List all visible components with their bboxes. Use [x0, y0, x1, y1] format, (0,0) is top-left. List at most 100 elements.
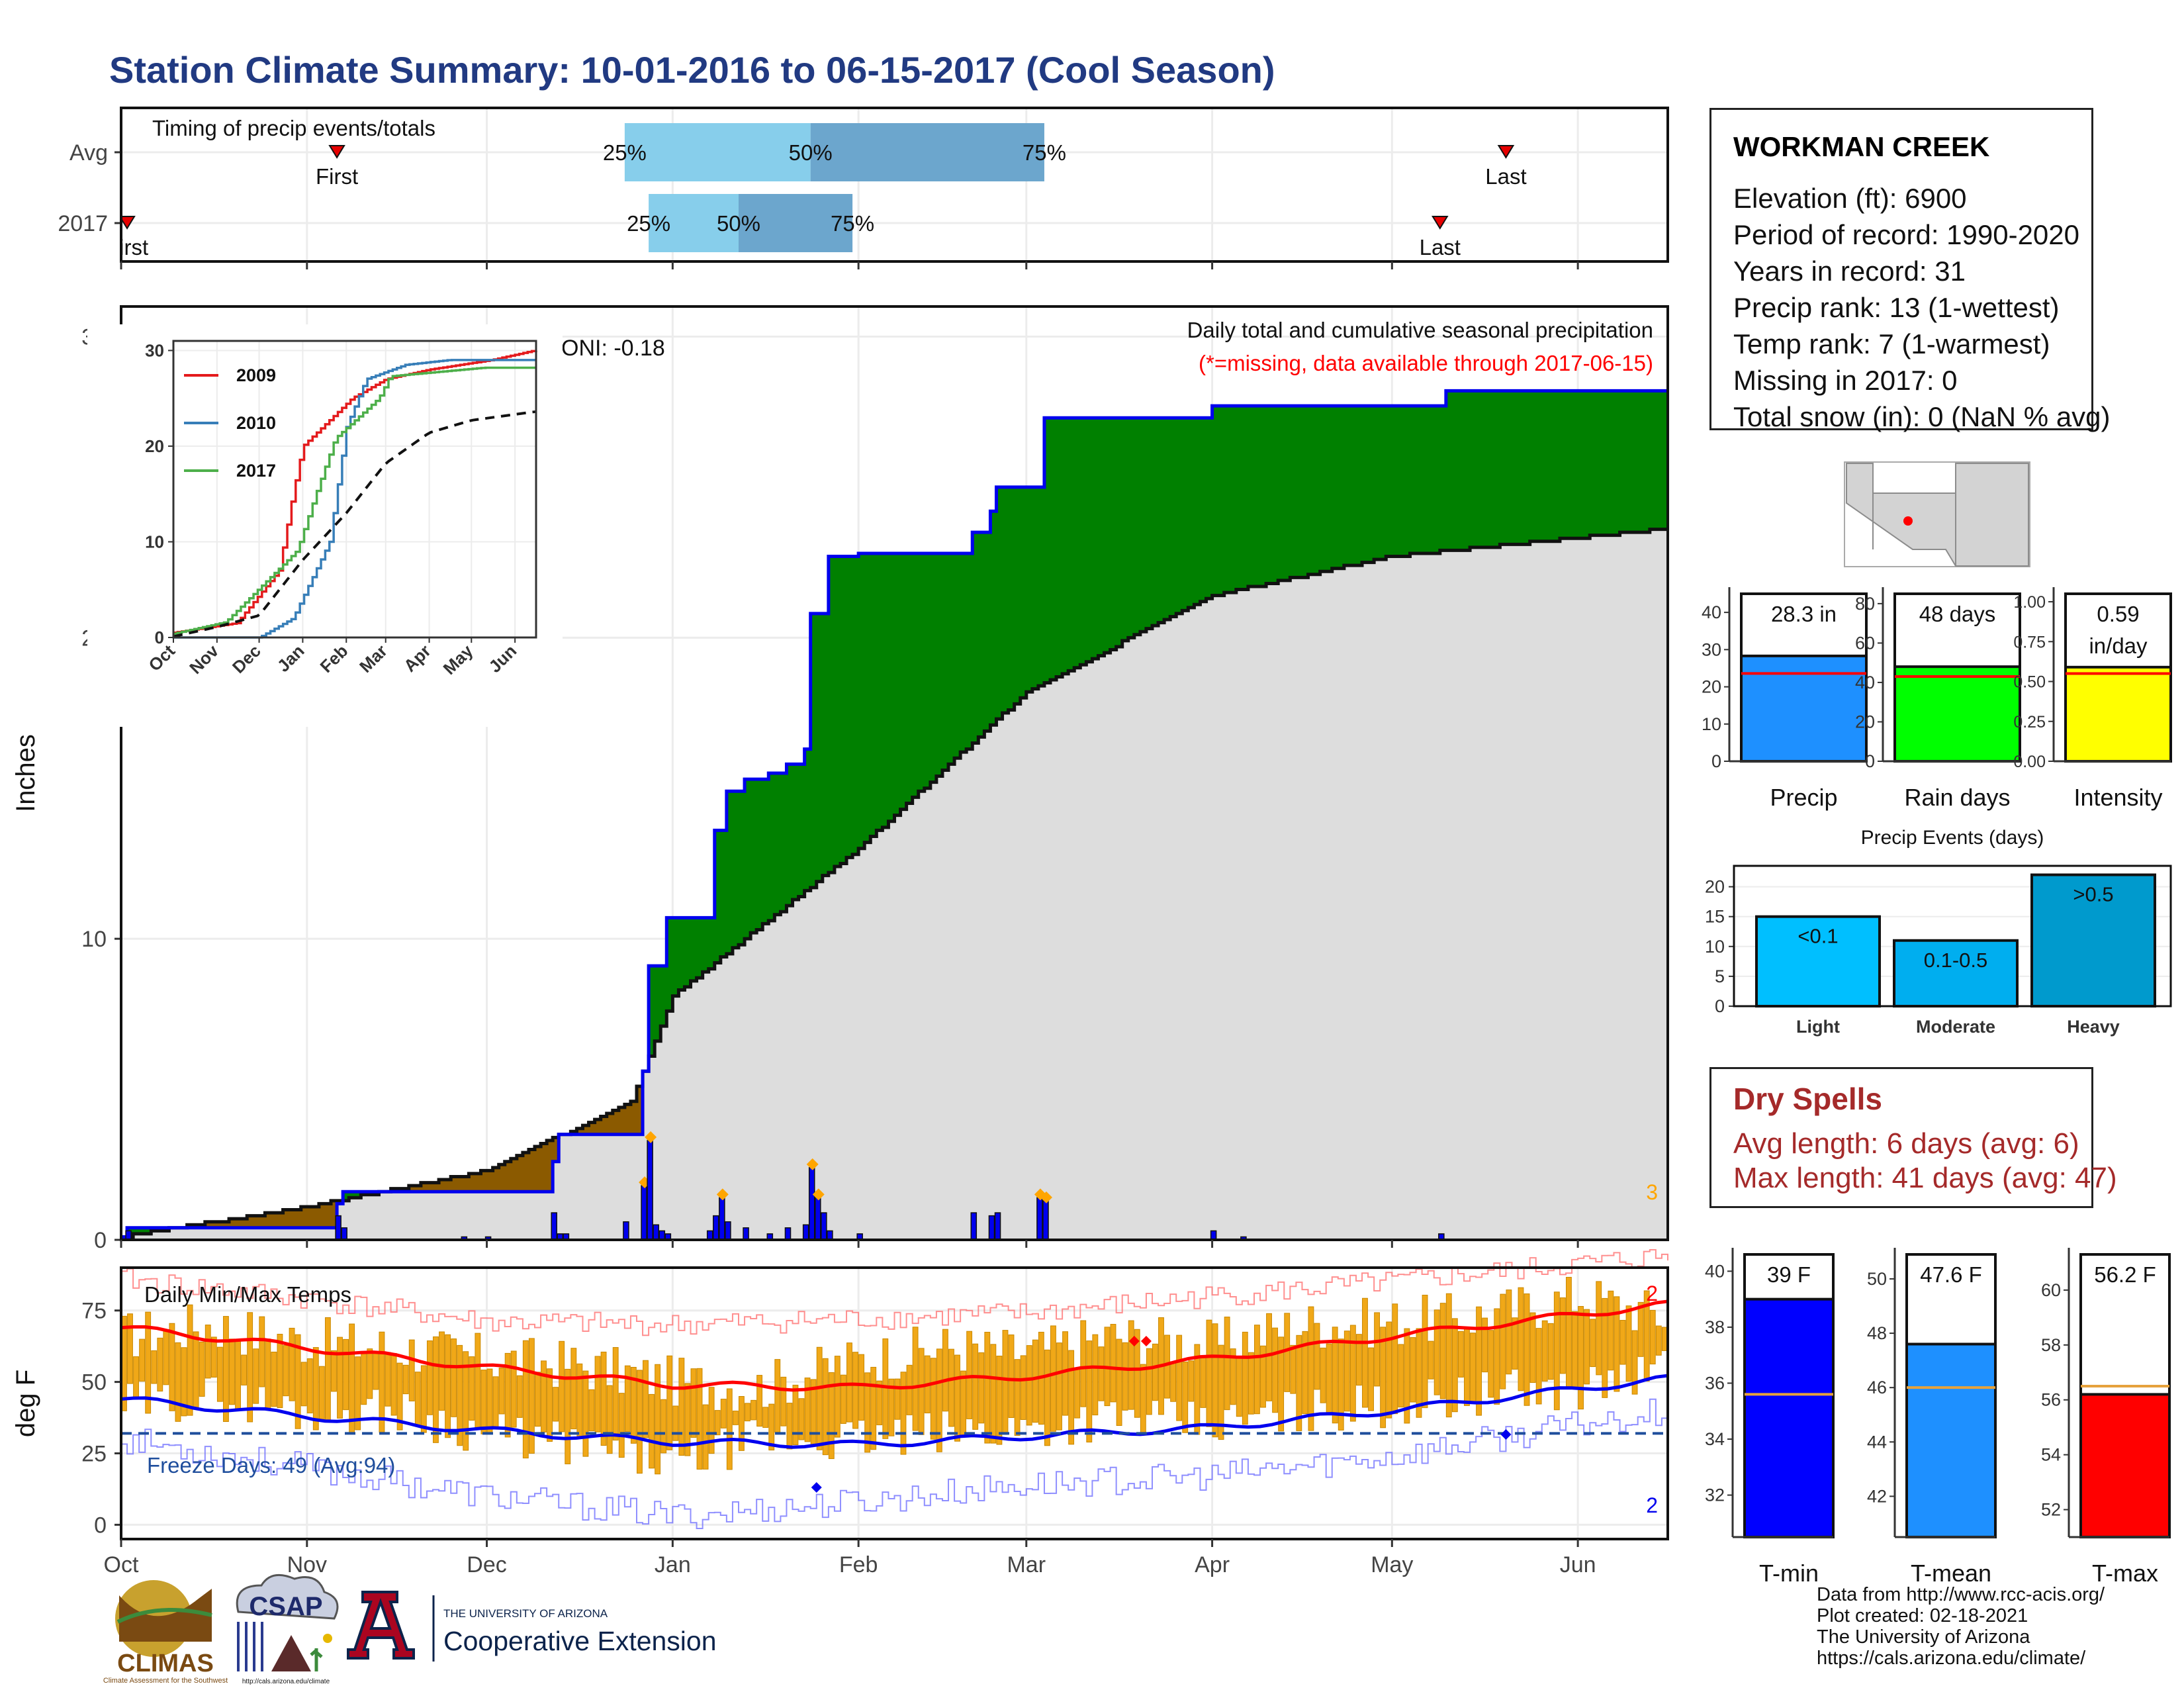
csap-logo-mountain-icon [271, 1635, 311, 1671]
daily-precip-bar [970, 1212, 978, 1241]
daily-temp-range-bar [277, 1333, 283, 1409]
mini-bar-tick-label: 0.25 [2013, 713, 2046, 731]
daily-temp-range-bar [1176, 1335, 1183, 1421]
daily-temp-range-bar [528, 1338, 535, 1454]
daily-temp-range-bar [1164, 1335, 1170, 1399]
daily-temp-range-bar [828, 1372, 835, 1460]
missing-line: Missing in 2017: 0 [1733, 365, 1958, 396]
daily-temp-range-bar [637, 1370, 643, 1474]
daily-temp-range-bar [882, 1338, 889, 1439]
last-event-marker [1497, 145, 1515, 159]
daily-temp-range-bar [1506, 1289, 1512, 1375]
daily-temp-range-bar [157, 1337, 163, 1392]
daily-temp-range-bar [1014, 1359, 1021, 1436]
daily-temp-range-bar [1535, 1328, 1542, 1405]
station-info-box: WORKMAN CREEK Elevation (ft): 6900 Perio… [1709, 108, 2111, 432]
mini-bar-category-label: Rain days [1904, 784, 2010, 811]
daily-temp-range-bar [1308, 1306, 1314, 1431]
daily-temp-range-bar [1098, 1346, 1105, 1401]
daily-temp-range-bar [283, 1345, 289, 1397]
dry-spells-avg: Avg length: 6 days (avg: 6) [1733, 1127, 2079, 1160]
daily-temp-range-bar [1170, 1361, 1177, 1402]
daily-temp-range-bar [193, 1331, 199, 1408]
daily-temp-range-bar [1355, 1334, 1362, 1386]
daily-temp-range-bar [205, 1325, 211, 1379]
temp-y-tick-label: 25 [81, 1442, 107, 1467]
month-tick-label: Mar [1007, 1552, 1046, 1577]
daily-temp-range-bar [145, 1311, 152, 1414]
inset-legend-label: 2017 [236, 461, 276, 481]
mini-bar-value-label: 56.2 F [2094, 1262, 2156, 1287]
daily-temp-range-bar [1362, 1297, 1368, 1408]
timing-q25-q50-bar [649, 194, 739, 252]
events-bar-label: 0.1-0.5 [1924, 949, 1988, 972]
mini-bar-value-label: 0.59 [2097, 602, 2139, 626]
inset-y-tick-label: 20 [145, 436, 164, 456]
daily-temp-range-bar [624, 1365, 631, 1432]
temp-y-tick-label: 50 [81, 1370, 107, 1395]
mini-bar-value [1740, 654, 1868, 763]
mini-bar-value-label: 28.3 in [1771, 602, 1837, 626]
mini-bar-value [1893, 665, 2021, 763]
daily-temp-range-bar [1182, 1361, 1189, 1433]
daily-temp-range-bar [396, 1362, 403, 1430]
mini-bar-tick-label: 20 [1855, 712, 1875, 731]
daily-temp-range-bar [1200, 1355, 1206, 1408]
mini-bar-tick-label: 58 [2041, 1335, 2061, 1355]
timing-q75-label: 75% [1023, 140, 1066, 165]
mini-bar-tick-label: 80 [1855, 594, 1875, 614]
mini-bar-tick-label: 30 [1702, 639, 1721, 659]
daily-temp-range-bar [1092, 1334, 1099, 1416]
daily-temp-range-bar [570, 1348, 577, 1430]
events-bar-label: >0.5 [2073, 883, 2113, 906]
csap-logo-text: CSAP [249, 1592, 322, 1621]
daily-temp-range-bar [1152, 1343, 1158, 1401]
daily-temp-range-bar [798, 1398, 805, 1440]
daily-temp-range-bar [870, 1366, 877, 1450]
daily-temp-range-bar [762, 1407, 769, 1428]
daily-precip-bar [653, 1224, 659, 1241]
inset-y-tick-label: 30 [145, 340, 164, 360]
record-low-marker [1500, 1429, 1512, 1440]
inset-legend-label: 2010 [236, 413, 276, 433]
mini-bar-tick-label: 40 [1702, 602, 1721, 622]
daily-temp-range-bar [720, 1399, 727, 1429]
daily-precip-bar [994, 1212, 1001, 1241]
freeze-days-label: Freeze Days: 49 (Avg:94) [147, 1453, 395, 1477]
daily-temp-range-bar [289, 1327, 295, 1401]
daily-temp-range-bar [241, 1354, 248, 1385]
daily-temp-range-bar [780, 1376, 787, 1427]
daily-precip-bar [988, 1215, 995, 1241]
timing-q50-label: 50% [717, 211, 760, 236]
record-max-count: 2 [1646, 1282, 1658, 1305]
daily-temp-range-bar [1655, 1325, 1662, 1356]
daily-temp-range-bar [210, 1336, 217, 1378]
daily-temp-range-bar [433, 1336, 439, 1443]
daily-temp-range-bar [1020, 1355, 1026, 1421]
precip-y-tick-label: 0 [94, 1228, 107, 1253]
daily-temp-range-bar [451, 1338, 457, 1417]
csap-logo-sun-icon [323, 1634, 332, 1643]
daily-temp-range-bar [1488, 1330, 1494, 1398]
events-category-label: Moderate [1916, 1017, 1995, 1037]
daily-temp-range-bar [1110, 1324, 1116, 1403]
mini-bar-tick-label: 0.50 [2013, 673, 2046, 692]
daily-temp-range-bar [600, 1351, 607, 1446]
daily-temp-range-bar [1590, 1319, 1596, 1368]
daily-precip-bar [1036, 1197, 1043, 1241]
daily-temp-range-bar [678, 1358, 685, 1456]
daily-temp-range-bar [745, 1403, 751, 1422]
daily-temp-range-bar [271, 1351, 277, 1407]
mini-bar-value-label-2: in/day [2089, 633, 2148, 658]
csap-logo-rain-icon [237, 1622, 263, 1671]
daily-temp-range-bar [469, 1356, 475, 1421]
daily-temp-range-bar [1494, 1308, 1500, 1405]
daily-temp-range-bar [1410, 1337, 1416, 1403]
precip-panel-frame [120, 305, 1669, 1241]
mini-bar-tick-label: 10 [1702, 714, 1721, 734]
heavy-day-marker [716, 1188, 729, 1201]
daily-temp-range-bar [1296, 1335, 1302, 1431]
daily-temp-range-bar [1266, 1313, 1272, 1401]
events-category-label: Light [1796, 1017, 1840, 1037]
mini-bar-tick-label: 0 [1711, 751, 1721, 771]
